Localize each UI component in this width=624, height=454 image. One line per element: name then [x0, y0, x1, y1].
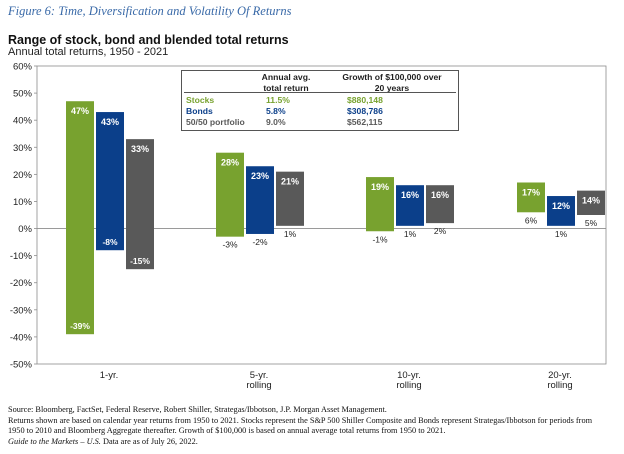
- row-label-stocks: Stocks: [186, 95, 215, 105]
- data-date-note: Guide to the Markets – U.S. Data are as …: [8, 437, 618, 448]
- plot-frame: [36, 65, 607, 365]
- header-line: 20 years: [374, 82, 410, 93]
- bar-stocks-2: [366, 177, 394, 232]
- bar-max-label: 21%: [281, 177, 299, 187]
- row-return-stocks: 11.5%: [266, 95, 290, 105]
- y-tick-label: -10%: [10, 251, 33, 262]
- figure-title: Figure 6: Time, Diversification and Vola…: [8, 4, 292, 18]
- category-label: 20-yr.: [548, 370, 572, 381]
- row-return-bonds: 5.8%: [266, 106, 286, 116]
- guide-title: Guide to the Markets – U.S.: [8, 436, 101, 446]
- table-divider: [184, 92, 456, 93]
- y-tick-label: 60%: [13, 62, 33, 73]
- category-label: 10-yr.: [397, 370, 421, 381]
- bar-min-label: 2%: [434, 226, 447, 236]
- y-tick-label: -40%: [10, 332, 33, 343]
- row-label-5050: 50/50 portfolio: [186, 117, 245, 127]
- bar-min-label: 1%: [404, 229, 417, 239]
- row-growth-5050: $562,115: [347, 117, 383, 127]
- bar-50-50-portfolio-0: [126, 139, 154, 270]
- returns-summary-table: Annual avg. total return Growth of $100,…: [181, 70, 459, 131]
- bar-stocks-3: [517, 182, 545, 213]
- bar-max-label: 19%: [371, 182, 389, 192]
- row-growth-bonds: $308,786: [347, 106, 383, 116]
- bar-50-50-portfolio-3: [577, 190, 605, 215]
- bar-min-label: 1%: [555, 229, 568, 239]
- bar-bonds-1: [246, 166, 274, 234]
- methodology-note-continued: 1950 to 2010 and Bloomberg Aggregate the…: [8, 426, 446, 436]
- row-label-bonds: Bonds: [186, 106, 213, 116]
- bar-max-label: 23%: [251, 171, 269, 181]
- category-label: rolling: [246, 380, 271, 391]
- y-tick-label: 20%: [13, 170, 33, 181]
- bar-max-label: 12%: [552, 201, 570, 211]
- bar-max-label: 17%: [522, 187, 540, 197]
- header-line: Growth of $100,000 over: [342, 72, 442, 82]
- bar-bonds-0: [96, 112, 124, 251]
- y-tick-label: 30%: [13, 143, 33, 154]
- chart-footnotes: Source: Bloomberg, FactSet, Federal Rese…: [8, 405, 618, 447]
- bar-stocks-1: [216, 152, 244, 237]
- bar-max-label: 16%: [401, 190, 419, 200]
- bar-max-label: 14%: [582, 196, 600, 206]
- header-line: Annual avg.: [261, 72, 311, 82]
- category-label: 1-yr.: [100, 370, 118, 381]
- bar-max-label: 33%: [131, 144, 149, 154]
- bar-bonds-3: [547, 196, 575, 226]
- y-tick-label: 0%: [18, 224, 32, 235]
- category-label: 5-yr.: [250, 370, 268, 381]
- bar-min-label: 1%: [284, 229, 297, 239]
- bar-min-label: -2%: [252, 237, 268, 247]
- row-growth-stocks: $880,148: [347, 95, 383, 105]
- y-tick-label: -50%: [10, 360, 33, 371]
- bar-bonds-2: [396, 185, 424, 226]
- methodology-note: Returns shown are based on calendar year…: [8, 415, 593, 425]
- bar-min-label: -3%: [222, 240, 238, 250]
- table-header-growth: Growth of $100,000 over 20 years: [328, 72, 456, 93]
- bar-max-label: 47%: [71, 106, 89, 116]
- bar-max-label: 16%: [431, 190, 449, 200]
- source-note: Source: Bloomberg, FactSet, Federal Rese…: [8, 405, 387, 414]
- chart-title: Range of stock, bond and blended total r…: [8, 33, 289, 47]
- bar-min-label: 5%: [585, 218, 598, 228]
- bar-min-label: 6%: [525, 215, 538, 225]
- bar-50-50-portfolio-1: [276, 171, 304, 226]
- bar-min-label: -15%: [130, 256, 150, 266]
- bar-min-label: -39%: [70, 321, 90, 331]
- y-tick-label: -20%: [10, 278, 33, 289]
- category-label: rolling: [396, 380, 421, 391]
- y-tick-label: 50%: [13, 89, 33, 100]
- row-return-5050: 9.0%: [266, 117, 286, 127]
- bar-max-label: 28%: [221, 158, 239, 168]
- y-tick-label: -30%: [10, 305, 33, 316]
- y-tick-label: 40%: [13, 116, 33, 127]
- range-bar-chart: -50% -40% -30% -20% -10% 0% 10% 20% 30% 40% 50% 60%…: [10, 62, 607, 391]
- header-line: total return: [263, 82, 309, 93]
- bar-max-label: 43%: [101, 117, 119, 127]
- bar-stocks-0: [66, 101, 94, 335]
- table-header-annual-return: Annual avg. total return: [250, 72, 322, 93]
- bar-50-50-portfolio-2: [426, 185, 454, 224]
- y-tick-label: 10%: [13, 197, 33, 208]
- data-date-text: Data are as of July 26, 2022.: [100, 436, 198, 446]
- chart-subtitle: Annual total returns, 1950 - 2021: [8, 46, 169, 58]
- category-label: rolling: [547, 380, 572, 391]
- bar-min-label: -1%: [372, 234, 388, 244]
- bar-min-label: -8%: [102, 237, 118, 247]
